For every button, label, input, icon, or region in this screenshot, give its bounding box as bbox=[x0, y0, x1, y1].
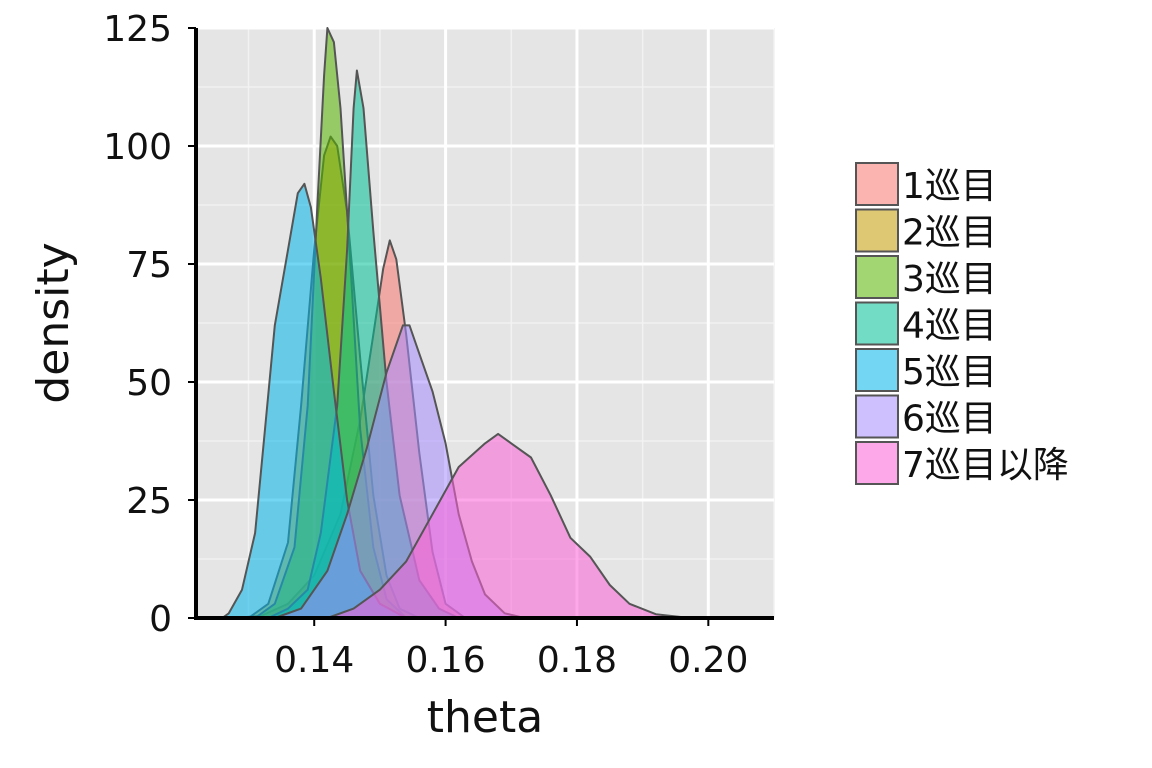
legend-swatch bbox=[855, 162, 899, 206]
density-series bbox=[221, 27, 749, 619]
y-axis-title: density bbox=[28, 242, 79, 403]
x-tick-label: 0.14 bbox=[274, 640, 354, 681]
x-tick-label: 0.16 bbox=[406, 640, 486, 681]
y-tick-label: 50 bbox=[126, 363, 172, 404]
x-tick-label: 0.18 bbox=[537, 640, 617, 681]
y-tick-label: 125 bbox=[103, 9, 172, 50]
y-tick-label: 25 bbox=[126, 481, 172, 522]
y-axis-ticks: 0 25 50 75 100 125 bbox=[103, 9, 196, 640]
legend-label: 4巡目 bbox=[902, 306, 997, 347]
legend-swatch bbox=[855, 441, 899, 485]
x-tick-label: 0.20 bbox=[668, 640, 748, 681]
y-tick-label: 0 bbox=[149, 599, 172, 640]
legend-swatch bbox=[855, 255, 899, 299]
legend-swatch bbox=[855, 394, 899, 439]
legend-label: 5巡目 bbox=[902, 352, 997, 393]
legend-label: 2巡目 bbox=[902, 213, 997, 254]
legend-label: 3巡目 bbox=[902, 259, 997, 300]
legend-swatch bbox=[855, 348, 899, 392]
x-axis-title: theta bbox=[427, 692, 543, 743]
legend-label: 7巡目以降 bbox=[902, 445, 1069, 486]
legend: 1巡目 2巡目 3巡目 4巡目 5巡目 6巡目 7巡目以降 bbox=[855, 162, 1069, 486]
legend-label: 6巡目 bbox=[902, 399, 997, 440]
legend-swatch bbox=[855, 208, 899, 253]
legend-swatch bbox=[855, 301, 899, 346]
y-tick-label: 75 bbox=[126, 245, 172, 286]
y-tick-label: 100 bbox=[103, 127, 172, 168]
x-axis-ticks: 0.14 0.16 0.18 0.20 bbox=[274, 618, 748, 681]
legend-label: 1巡目 bbox=[902, 166, 997, 207]
